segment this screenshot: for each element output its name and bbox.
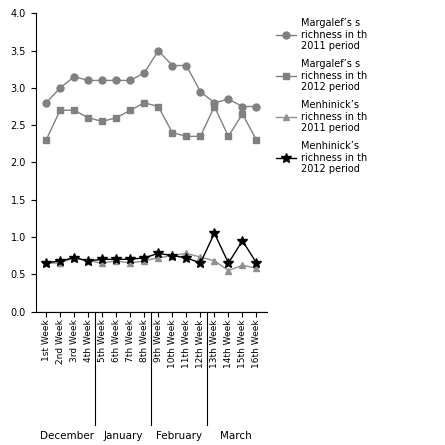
Text: March: March — [219, 431, 251, 441]
Text: February: February — [156, 431, 202, 441]
Text: January: January — [104, 431, 143, 441]
Text: December: December — [40, 431, 94, 441]
Legend: Margalef’s s
richness in th
2011 period, Margalef’s s
richness in th
2012 period: Margalef’s s richness in th 2011 period,… — [276, 18, 367, 174]
